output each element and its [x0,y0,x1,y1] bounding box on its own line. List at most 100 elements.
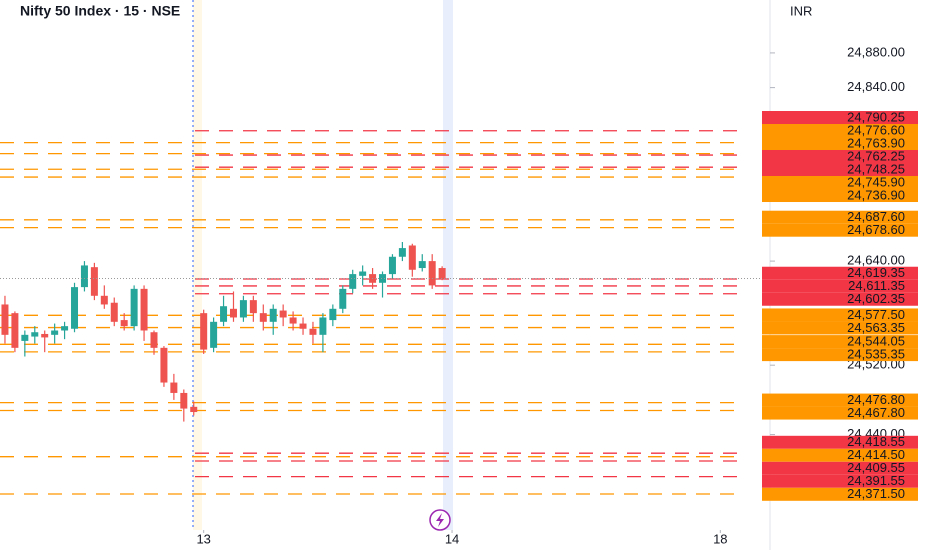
level-label: 24,418.55 [847,434,905,449]
level-label-box [762,435,918,449]
candle-body [170,382,178,393]
candle-body [388,256,396,275]
candle-body [110,302,118,322]
plot-area [0,130,770,495]
level-label: 24,745.90 [847,174,905,189]
level-label: 24,687.60 [847,209,905,224]
chart-title: Nifty 50 Index · 15 · NSE [20,3,180,19]
candle-body [90,267,98,296]
level-label: 24,602.35 [847,291,905,306]
level-label-box [762,474,918,488]
level-label-box [762,321,918,335]
candle-body [279,310,287,318]
candle-body [259,313,267,322]
level-label: 24,611.35 [848,278,905,293]
highlight-band [443,0,453,530]
candle-body [359,271,367,276]
candle-body [408,245,416,270]
candle-body [71,287,79,329]
candle-body [398,248,406,257]
candle-body [11,313,19,348]
candle-body [150,332,158,348]
level-label-box [762,279,918,293]
currency-label: INR [790,3,812,18]
candle-body [339,288,347,309]
candle-body [289,317,297,324]
session-band [193,0,202,530]
level-label: 24,736.90 [847,187,905,202]
level-label-box [762,448,918,462]
level-label: 24,476.80 [847,392,905,407]
candle-body [269,308,277,322]
level-label-box [762,210,918,224]
x-tick-label: 18 [713,531,727,546]
candle-body [220,306,228,322]
level-label: 24,544.05 [847,334,905,349]
level-label: 24,577.50 [847,307,905,322]
candle-body [239,300,247,318]
candle-body [31,332,39,337]
candle-body [229,308,237,318]
candle-body [120,320,128,327]
level-label: 24,790.25 [847,109,905,124]
candle-body [41,333,49,338]
level-label: 24,371.50 [847,486,905,501]
candle-body [379,274,387,283]
candle-body [349,274,357,289]
level-label: 24,763.90 [847,135,905,150]
level-label-box [762,308,918,322]
level-label: 24,748.25 [847,161,905,176]
candle-body [1,304,9,335]
event-icon[interactable] [429,509,451,531]
candle-body [180,392,188,409]
candle-body [329,308,337,321]
candle-body [309,328,317,335]
x-tick-label: 13 [196,531,210,546]
level-label: 24,414.50 [847,447,905,462]
level-label: 24,563.35 [847,320,905,335]
level-label-box [762,176,918,190]
candle-body [418,261,426,269]
candle-body [21,334,29,341]
level-label: 24,391.55 [847,473,905,488]
candle-body [428,261,436,286]
level-label-box [762,335,918,349]
level-label: 24,619.35 [847,265,905,280]
level-label-box [762,461,918,475]
level-label-box [762,137,918,151]
event-icon-bolt[interactable] [436,513,444,527]
candle-body [438,268,446,279]
candle-body [130,288,138,327]
y-tick-label: 24,640.00 [847,253,905,268]
candle-body [210,321,218,348]
level-label-box [762,189,918,203]
level-label: 24,409.55 [847,460,905,475]
level-label-box [762,406,918,420]
level-label-box [762,223,918,237]
candle-body [249,300,257,314]
candle-body [51,330,59,335]
y-tick-label: 24,880.00 [847,44,905,59]
level-label-box [762,393,918,407]
level-label-box [762,150,918,164]
y-tick-label: 24,840.00 [847,79,905,94]
level-label-box [762,266,918,280]
candle-body [61,326,69,331]
candle-body [140,288,148,331]
level-label-box [762,111,918,125]
candle-body [80,265,88,288]
level-label: 24,467.80 [847,405,905,420]
candle-body [100,295,108,305]
level-label-box [762,163,918,177]
x-tick-label: 14 [445,531,459,546]
price-axis: 24,880.0024,840.0024,720.0024,640.0024,5… [762,44,918,501]
candle-body [299,323,307,329]
candle-body [200,313,208,350]
level-label-box [762,487,918,501]
candle-body [160,347,168,383]
level-label: 24,535.35 [847,347,905,362]
level-label-box [762,348,918,362]
level-label: 24,776.60 [847,122,905,137]
